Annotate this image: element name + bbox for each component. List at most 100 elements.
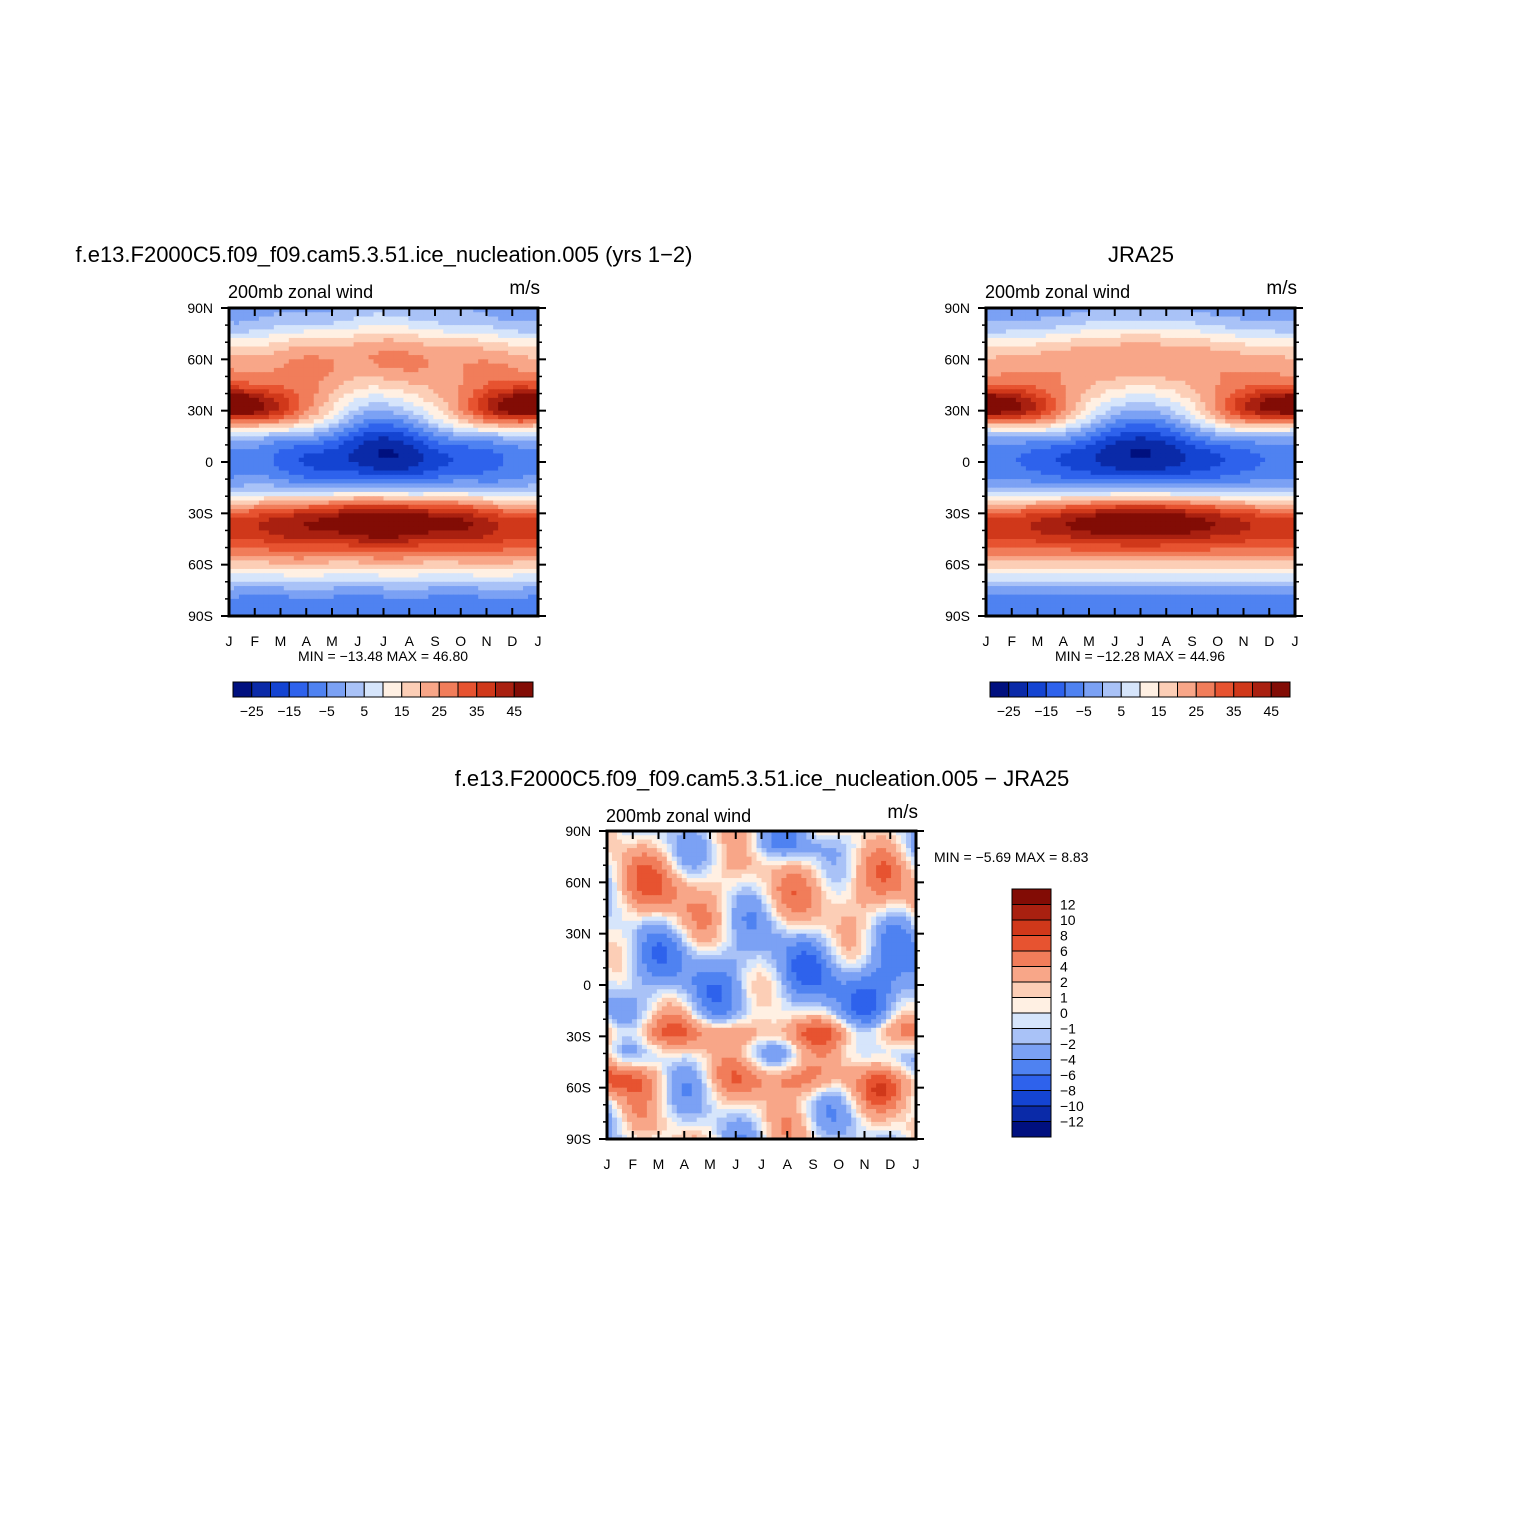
field-cell: [498, 556, 504, 561]
field-cell: [279, 394, 285, 399]
field-cell: [1066, 329, 1072, 334]
field-cell: [528, 436, 534, 441]
field-cell: [244, 603, 250, 608]
field-cell: [503, 526, 509, 531]
field-cell: [418, 509, 424, 514]
field-cell: [289, 560, 295, 565]
field-cell: [428, 432, 434, 437]
field-cell: [349, 590, 355, 595]
field-cell: [478, 466, 484, 471]
field-cell: [249, 334, 255, 339]
field-cell: [398, 329, 404, 334]
field-cell: [344, 466, 350, 471]
field-cell: [304, 453, 310, 458]
field-cell: [413, 347, 419, 352]
field-cell: [403, 488, 409, 493]
field-cell: [488, 445, 494, 450]
field-cell: [448, 441, 454, 446]
field-cell: [264, 496, 270, 501]
field-cell: [239, 351, 245, 356]
field-cell: [518, 586, 524, 591]
field-cell: [314, 556, 320, 561]
field-cell: [468, 419, 474, 424]
field-cell: [438, 428, 444, 433]
field-cell: [274, 543, 280, 548]
field-cell: [1116, 321, 1122, 326]
field-cell: [239, 411, 245, 416]
field-cell: [468, 347, 474, 352]
field-cell: [498, 603, 504, 608]
field-cell: [259, 539, 265, 544]
field-cell: [284, 505, 290, 510]
field-cell: [473, 368, 479, 373]
field-cell: [503, 334, 509, 339]
field-cell: [314, 347, 320, 352]
field-cell: [1066, 321, 1072, 326]
field-cell: [508, 389, 514, 394]
field-cell: [239, 526, 245, 531]
field-cell: [244, 385, 250, 390]
field-cell: [443, 462, 449, 467]
field-cell: [304, 394, 310, 399]
field-cell: [254, 402, 260, 407]
field-cell: [369, 432, 375, 437]
field-cell: [433, 436, 439, 441]
field-cell: [1205, 329, 1211, 334]
field-cell: [299, 539, 305, 544]
field-cell: [319, 394, 325, 399]
field-cell: [264, 406, 270, 411]
field-cell: [369, 462, 375, 467]
field-cell: [413, 432, 419, 437]
field-cell: [1116, 329, 1122, 334]
field-cell: [483, 471, 489, 476]
field-cell: [234, 552, 240, 557]
field-cell: [349, 342, 355, 347]
field-cell: [433, 530, 439, 535]
field-cell: [344, 317, 350, 322]
field-cell: [289, 586, 295, 591]
field-cell: [259, 441, 265, 446]
field-cell: [349, 325, 355, 330]
field-cell: [354, 496, 360, 501]
field-cell: [483, 394, 489, 399]
field-cell: [428, 359, 434, 364]
field-cell: [234, 590, 240, 595]
field-cell: [1220, 321, 1226, 326]
field-cell: [279, 569, 285, 574]
field-cell: [244, 595, 250, 600]
field-cell: [498, 595, 504, 600]
field-cell: [1026, 321, 1032, 326]
field-cell: [364, 424, 370, 429]
field-cell: [1051, 325, 1057, 330]
field-cell: [354, 406, 360, 411]
field-cell: [304, 556, 310, 561]
field-cell: [344, 603, 350, 608]
field-cell: [269, 359, 275, 364]
field-cell: [314, 364, 320, 369]
field-cell: [388, 432, 394, 437]
field-cell: [413, 556, 419, 561]
field-cell: [374, 595, 380, 600]
field-cell: [408, 432, 414, 437]
field-cell: [299, 325, 305, 330]
field-cell: [294, 441, 300, 446]
field-cell: [463, 402, 469, 407]
field-cell: [393, 569, 399, 574]
field-cell: [369, 329, 375, 334]
field-cell: [518, 466, 524, 471]
y-tick-label: 30S: [188, 505, 213, 521]
field-cell: [294, 402, 300, 407]
field-cell: [513, 552, 519, 557]
field-cell: [443, 496, 449, 501]
field-cell: [503, 530, 509, 535]
field-cell: [403, 394, 409, 399]
field-cell: [468, 539, 474, 544]
field-cell: [304, 342, 310, 347]
field-cell: [1245, 325, 1251, 330]
field-cell: [334, 471, 340, 476]
field-cell: [314, 368, 320, 373]
field-cell: [528, 513, 534, 518]
field-cell: [259, 492, 265, 497]
field-cell: [344, 419, 350, 424]
field-cell: [1170, 329, 1176, 334]
